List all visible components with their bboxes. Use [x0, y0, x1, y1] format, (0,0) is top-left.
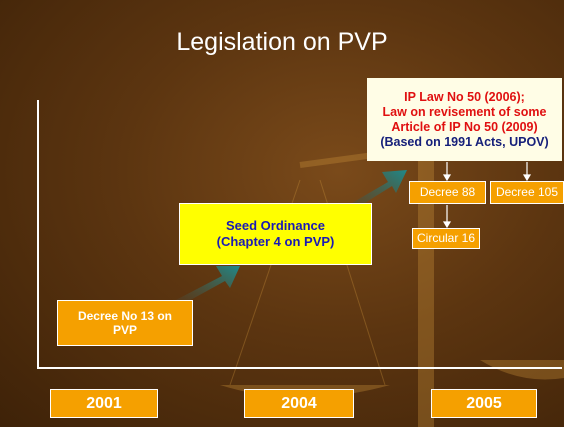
- box-line: Decree No 13 on: [78, 309, 172, 323]
- box-line: PVP: [113, 323, 137, 337]
- box-line: Law on revisement of some: [383, 105, 547, 120]
- decree-box: Decree 105: [490, 181, 564, 204]
- title: Legislation on PVP: [0, 28, 564, 57]
- year-box: 2001: [50, 389, 158, 418]
- box-line: IP Law No 50 (2006);: [404, 90, 525, 105]
- ip-law-box: IP Law No 50 (2006); Law on revisement o…: [367, 78, 562, 161]
- box-line: Article of IP No 50 (2009): [391, 120, 537, 135]
- ordinance-box: Seed Ordinance (Chapter 4 on PVP): [179, 203, 372, 265]
- slide: Legislation on PVP Decree No 13 on PVP S…: [0, 0, 564, 427]
- box-line: (Chapter 4 on PVP): [217, 234, 335, 250]
- year-box: 2004: [244, 389, 354, 418]
- year-box: 2005: [431, 389, 537, 418]
- box-line: Seed Ordinance: [226, 218, 325, 234]
- decree-box: Decree 88: [409, 181, 486, 204]
- decree-box: Decree No 13 on PVP: [57, 300, 193, 346]
- box-line: (Based on 1991 Acts, UPOV): [380, 135, 548, 150]
- circular-box: Circular 16: [412, 228, 480, 249]
